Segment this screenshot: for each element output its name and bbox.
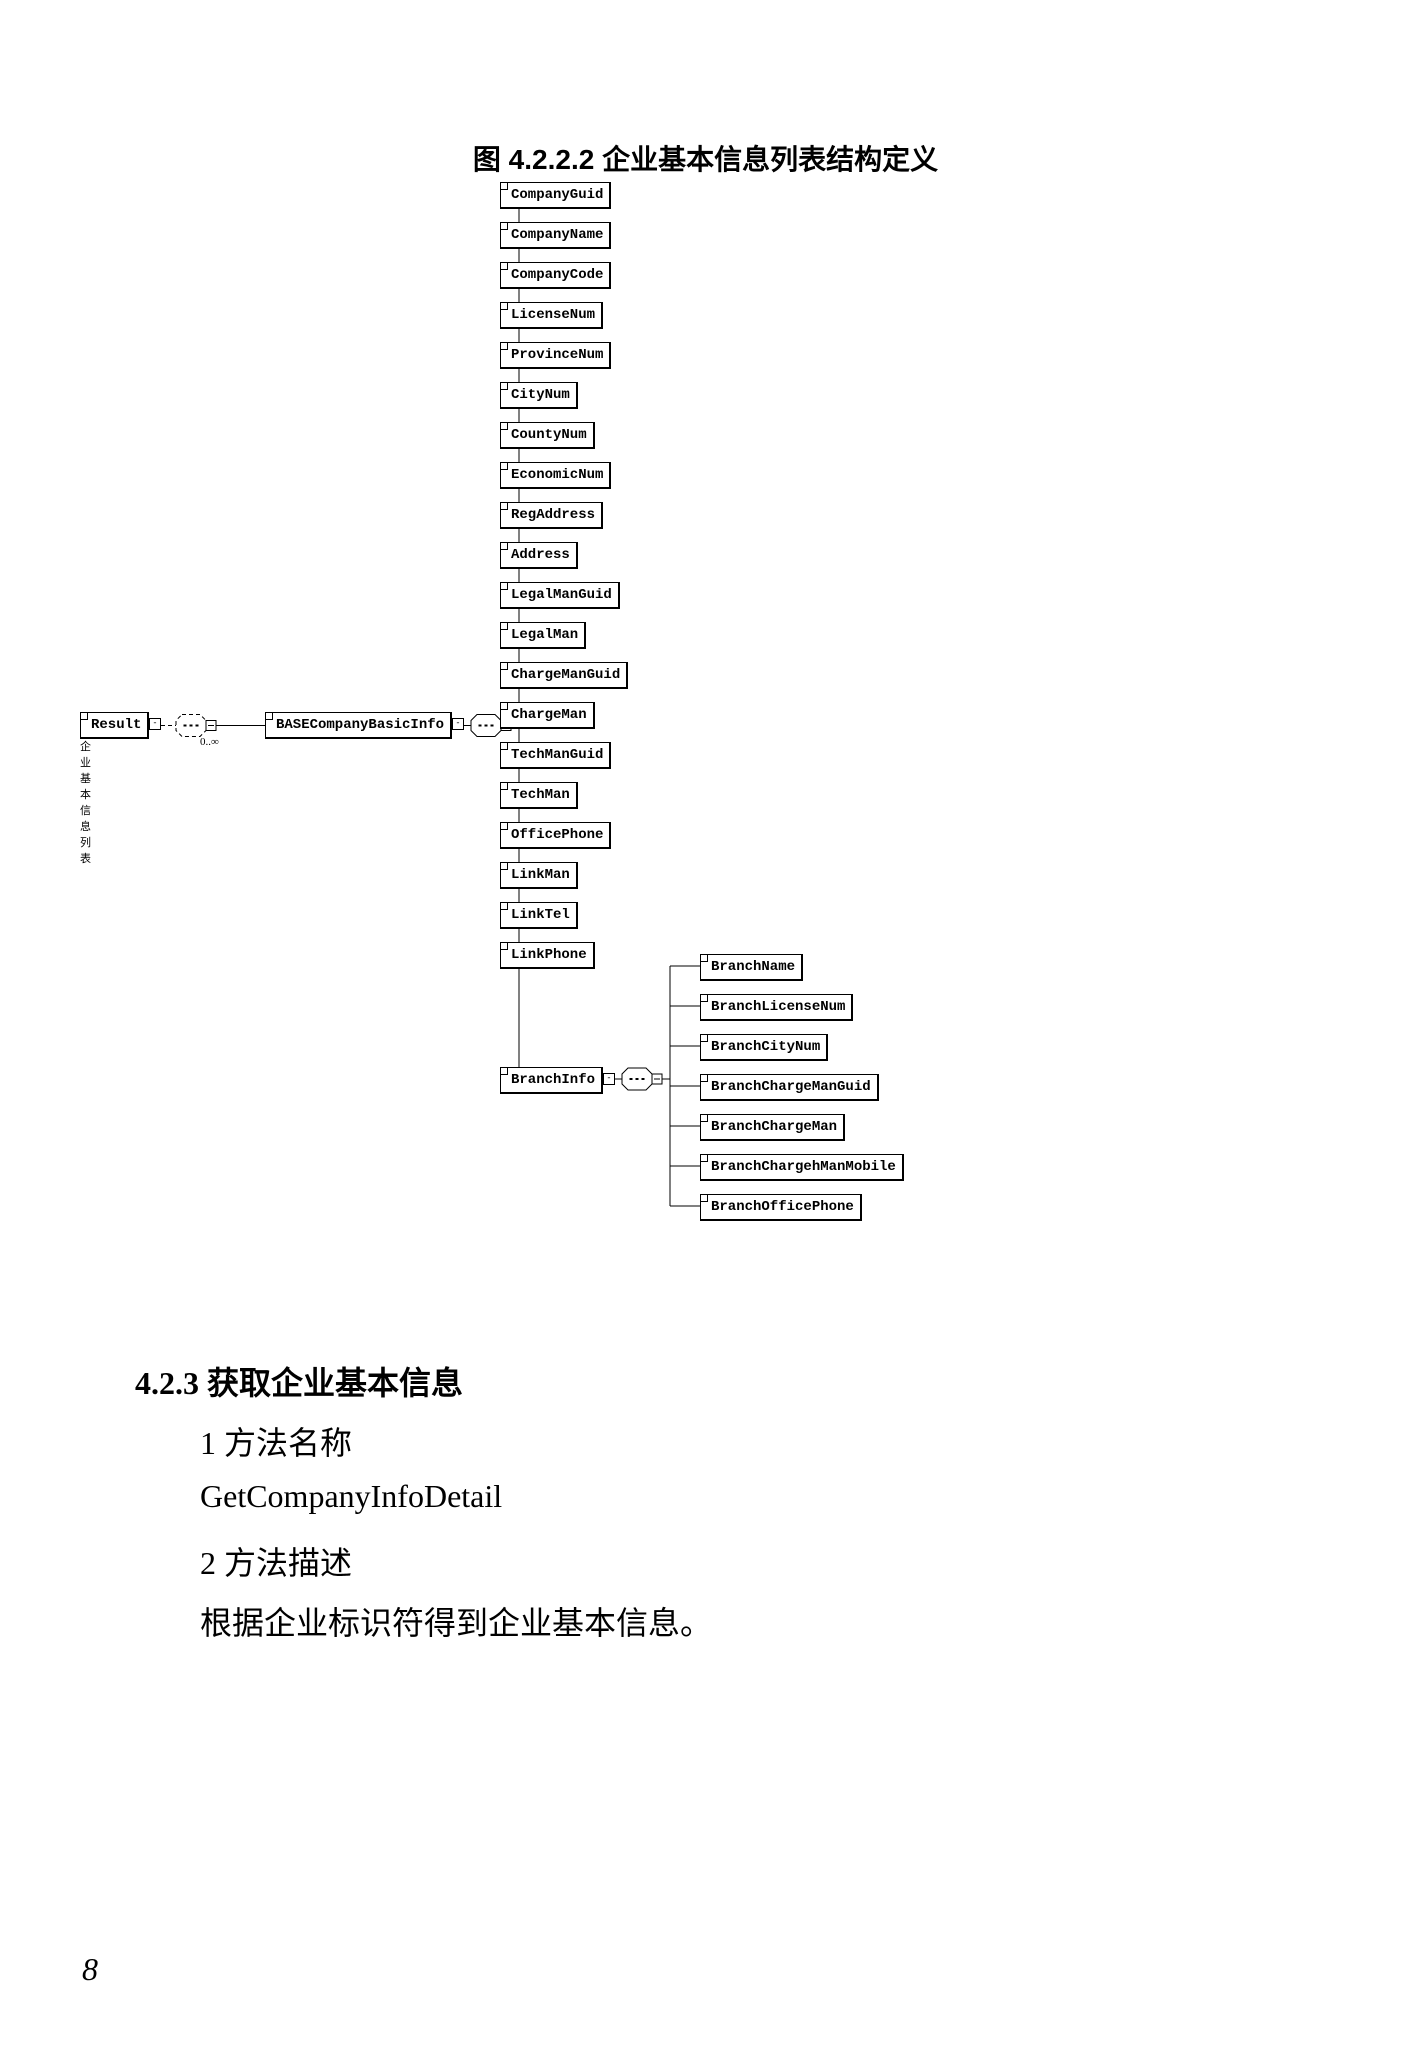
- method-name: GetCompanyInfoDetail: [200, 1478, 502, 1515]
- node-branchcitynum: BranchCityNum: [700, 1034, 828, 1061]
- node-basecompanybasicinfo: BASECompanyBasicInfo: [265, 712, 452, 739]
- body-line-1: 1 方法名称: [200, 1418, 352, 1464]
- node-officephone: OfficePhone: [500, 822, 611, 849]
- result-sublabel: 企业基本信息列表: [80, 738, 91, 866]
- line1-txt: 方法名称: [216, 1425, 352, 1461]
- node-branchofficephone: BranchOfficePhone: [700, 1194, 862, 1221]
- node-result: Result: [80, 712, 149, 739]
- section-heading: 4.2.3 获取企业基本信息: [135, 1358, 463, 1404]
- occurs-label: 0..∞: [200, 736, 219, 748]
- node-licensenum: LicenseNum: [500, 302, 603, 329]
- line3-num: 2: [200, 1545, 216, 1581]
- node-techmanguid: TechManGuid: [500, 742, 611, 769]
- node-regaddress: RegAddress: [500, 502, 603, 529]
- node-techman: TechMan: [500, 782, 578, 809]
- node-legalman: LegalMan: [500, 622, 586, 649]
- node-provincenum: ProvinceNum: [500, 342, 611, 369]
- node-legalmanguid: LegalManGuid: [500, 582, 620, 609]
- node-companyguid: CompanyGuid: [500, 182, 611, 209]
- node-countynum: CountyNum: [500, 422, 595, 449]
- node-branchinfo: BranchInfo: [500, 1067, 603, 1094]
- node-citynum: CityNum: [500, 382, 578, 409]
- line1-num: 1: [200, 1425, 216, 1461]
- expand-icon: -: [603, 1073, 615, 1085]
- document-page: 图 4.2.2.2 企业基本信息列表结构定义 Result-企业基本信息列表0.…: [0, 0, 1411, 2048]
- node-economicnum: EconomicNum: [500, 462, 611, 489]
- node-chargemanguid: ChargeManGuid: [500, 662, 628, 689]
- line3-txt: 方法描述: [216, 1545, 352, 1581]
- node-companyname: CompanyName: [500, 222, 611, 249]
- node-branchchargehmanmobile: BranchChargehManMobile: [700, 1154, 904, 1181]
- node-branchchargemanguid: BranchChargeManGuid: [700, 1074, 879, 1101]
- node-branchchargeman: BranchChargeMan: [700, 1114, 845, 1141]
- node-linkphone: LinkPhone: [500, 942, 595, 969]
- node-chargeman: ChargeMan: [500, 702, 595, 729]
- body-line-3: 2 方法描述: [200, 1538, 352, 1584]
- node-linktel: LinkTel: [500, 902, 578, 929]
- node-linkman: LinkMan: [500, 862, 578, 889]
- expand-icon: -: [452, 718, 464, 730]
- node-address: Address: [500, 542, 578, 569]
- page-number: 8: [82, 1951, 98, 1988]
- method-desc: 根据企业标识符得到企业基本信息。: [200, 1598, 712, 1644]
- node-branchname: BranchName: [700, 954, 803, 981]
- expand-icon: -: [149, 718, 161, 730]
- node-branchlicensenum: BranchLicenseNum: [700, 994, 853, 1021]
- figure-caption: 图 4.2.2.2 企业基本信息列表结构定义: [0, 138, 1411, 178]
- node-companycode: CompanyCode: [500, 262, 611, 289]
